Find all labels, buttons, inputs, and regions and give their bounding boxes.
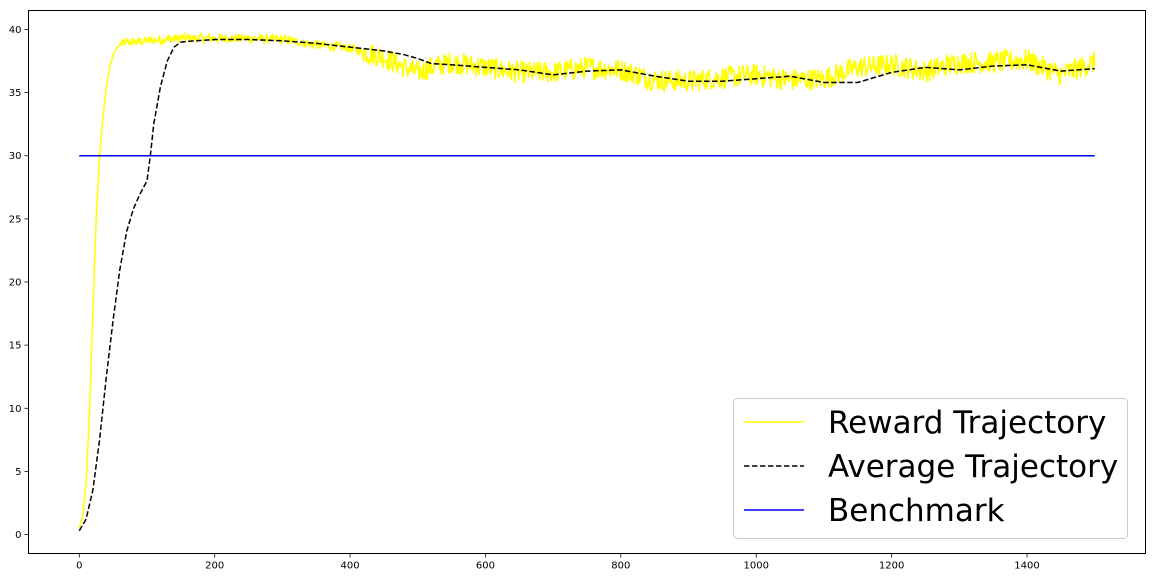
x-tick-label: 1000	[744, 561, 769, 572]
y-tick-label: 25	[9, 214, 22, 225]
x-axis: 0 200 400 600 800 1000 1200 1400	[76, 553, 1040, 572]
legend-label-reward: Reward Trajectory	[828, 405, 1106, 441]
y-tick-label: 15	[9, 341, 22, 352]
series-layer	[78, 30, 1096, 532]
legend: Reward Trajectory Average Trajectory Ben…	[733, 398, 1128, 539]
y-tick-label: 0	[15, 530, 21, 541]
y-tick-label: 40	[9, 25, 22, 36]
x-tick-label: 400	[341, 561, 360, 572]
x-tick-label: 200	[205, 561, 224, 572]
y-tick-label: 30	[9, 151, 22, 162]
legend-label-benchmark: Benchmark	[828, 493, 1005, 529]
x-tick-label: 1400	[1014, 561, 1039, 572]
legend-box	[733, 398, 1128, 539]
series-line-reward-trajectory	[78, 30, 1096, 529]
y-axis: 0 5 10 15 20 25 30 35 40	[9, 25, 29, 541]
legend-label-average: Average Trajectory	[828, 449, 1118, 485]
x-tick-label: 800	[611, 561, 630, 572]
series-line-average-trajectory	[78, 38, 1095, 532]
y-tick-label: 10	[9, 404, 22, 415]
y-tick-label: 5	[15, 467, 21, 478]
y-tick-label: 35	[9, 88, 22, 99]
y-tick-label: 20	[9, 278, 22, 289]
x-tick-label: 1200	[879, 561, 904, 572]
x-tick-label: 0	[76, 561, 82, 572]
x-tick-label: 600	[476, 561, 495, 572]
